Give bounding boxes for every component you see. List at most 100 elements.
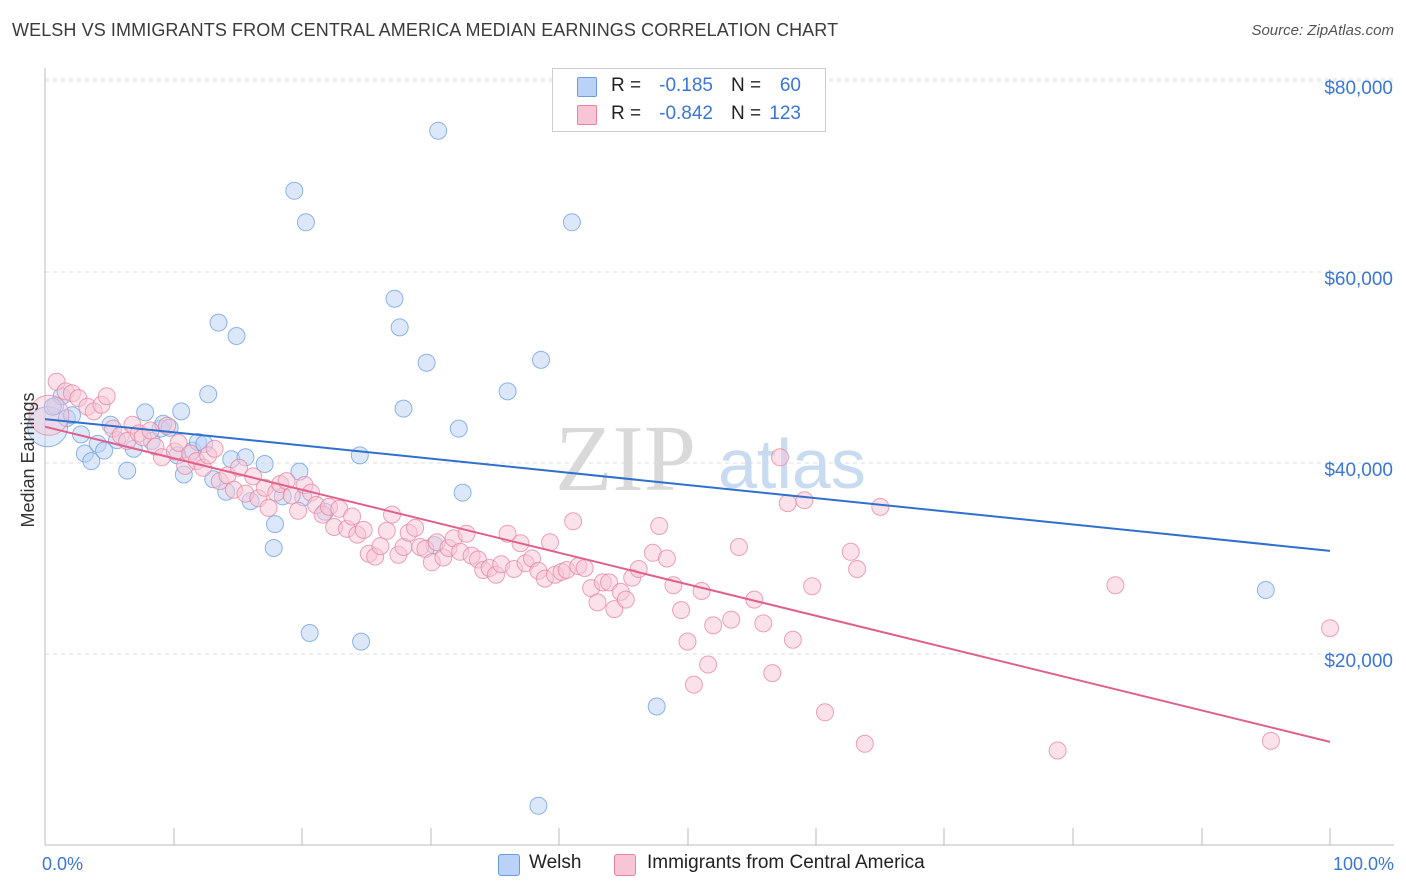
central-america-point xyxy=(848,560,867,578)
welsh-point xyxy=(118,461,137,480)
central-america-point xyxy=(406,518,425,537)
welsh-point xyxy=(417,353,436,372)
bottom-legend-label-welsh: Welsh xyxy=(529,852,582,873)
legend-swatch-welsh xyxy=(577,77,597,97)
central-america-point xyxy=(704,616,723,635)
central-america-points xyxy=(28,372,1339,760)
welsh-point xyxy=(350,446,369,465)
central-america-point xyxy=(205,439,224,458)
central-america-point xyxy=(763,664,782,683)
welsh-point xyxy=(529,796,548,815)
gridlines xyxy=(45,78,1394,655)
y-tick-label: $20,000 xyxy=(1324,651,1393,672)
central-america-point xyxy=(564,512,583,531)
central-america-point xyxy=(169,433,188,452)
central-america-point xyxy=(795,491,814,510)
bottom-legend-swatch-welsh xyxy=(498,854,520,876)
welsh-point xyxy=(352,632,371,651)
central-america-point xyxy=(754,614,773,633)
welsh-point xyxy=(300,624,319,642)
x-tick-label-right: 100.0% xyxy=(1333,854,1394,874)
central-america-point xyxy=(498,524,517,543)
central-america-point xyxy=(684,675,703,694)
stats-legend: R = -0.185 N = 60 R = -0.842 N = 123 xyxy=(552,68,826,132)
legend-swatch-central-america xyxy=(577,105,597,125)
y-tick-label: $40,000 xyxy=(1324,460,1393,481)
welsh-point xyxy=(227,327,246,345)
central-america-point xyxy=(158,416,177,435)
central-america-point xyxy=(377,521,396,540)
central-america-point xyxy=(354,520,373,539)
bottom-legend-label-central-america: Immigrants from Central America xyxy=(647,852,925,873)
welsh-point xyxy=(285,181,304,200)
central-america-point xyxy=(672,601,691,620)
y-tick-label: $60,000 xyxy=(1324,269,1393,290)
welsh-trend-line xyxy=(44,418,1331,552)
central-america-point xyxy=(575,559,594,577)
central-america-point xyxy=(778,494,797,513)
central-america-point xyxy=(871,497,890,516)
central-america-point xyxy=(343,507,362,526)
welsh-point xyxy=(532,350,550,369)
legend-n-label: N = xyxy=(731,103,762,124)
welsh-point xyxy=(63,406,81,425)
central-america-point xyxy=(699,655,718,674)
central-america-point xyxy=(1261,731,1280,750)
central-america-point xyxy=(28,394,70,436)
central-america-point xyxy=(816,703,834,722)
welsh-point xyxy=(498,382,517,401)
central-america-point xyxy=(230,458,248,477)
y-tick-label: $80,000 xyxy=(1324,78,1393,99)
welsh-point xyxy=(255,455,274,473)
trend-lines xyxy=(44,418,1331,743)
legend-r-label: R = xyxy=(611,103,642,124)
legend-row-welsh: R = -0.185 N = 60 xyxy=(553,72,825,100)
legend-r-value: -0.842 xyxy=(659,103,713,124)
central-america-point xyxy=(855,734,874,753)
central-america-point xyxy=(783,630,802,649)
central-america-point xyxy=(289,501,308,520)
central-america-point xyxy=(692,582,711,600)
central-america-point xyxy=(600,573,619,592)
welsh-point xyxy=(562,213,581,232)
central-america-point xyxy=(371,537,390,556)
welsh-point xyxy=(209,313,228,332)
watermark: ZIP atlas xyxy=(555,407,866,511)
chart-title: WELSH VS IMMIGRANTS FROM CENTRAL AMERICA… xyxy=(12,20,839,40)
central-america-point xyxy=(259,498,278,517)
source-attribution: Source: ZipAtlas.com xyxy=(1251,22,1394,39)
welsh-point xyxy=(385,289,404,308)
legend-row-central-america: R = -0.842 N = 123 xyxy=(553,100,825,128)
welsh-point xyxy=(172,402,191,421)
welsh-point xyxy=(429,121,448,140)
welsh-point xyxy=(199,385,218,404)
welsh-point xyxy=(43,397,62,416)
bottom-legend-swatch-central-america xyxy=(614,854,636,876)
welsh-point xyxy=(296,213,315,232)
legend-n-label: N = xyxy=(731,75,762,96)
welsh-point xyxy=(264,539,283,557)
legend-n-value: 60 xyxy=(779,75,801,96)
central-america-point xyxy=(629,560,648,578)
central-america-point xyxy=(722,610,741,629)
central-america-point xyxy=(657,549,676,568)
central-america-point xyxy=(729,538,748,556)
central-america-point xyxy=(588,593,607,612)
central-america-point xyxy=(678,632,697,651)
welsh-point xyxy=(394,399,413,418)
y-axis-label: Median Earnings xyxy=(18,392,38,527)
central-america-point xyxy=(1048,741,1067,760)
watermark-zip: ZIP xyxy=(555,407,696,511)
central-america-point xyxy=(771,448,789,467)
welsh-point xyxy=(1256,581,1275,599)
welsh-point xyxy=(266,515,284,534)
legend-r-value: -0.185 xyxy=(659,75,713,96)
central-america-point xyxy=(650,517,669,535)
welsh-point xyxy=(449,419,468,438)
welsh-point xyxy=(82,452,101,471)
central-america-point xyxy=(1106,576,1125,595)
x-tick-label-left: 0.0% xyxy=(42,854,83,874)
welsh-point xyxy=(136,403,155,422)
welsh-point xyxy=(647,697,666,716)
